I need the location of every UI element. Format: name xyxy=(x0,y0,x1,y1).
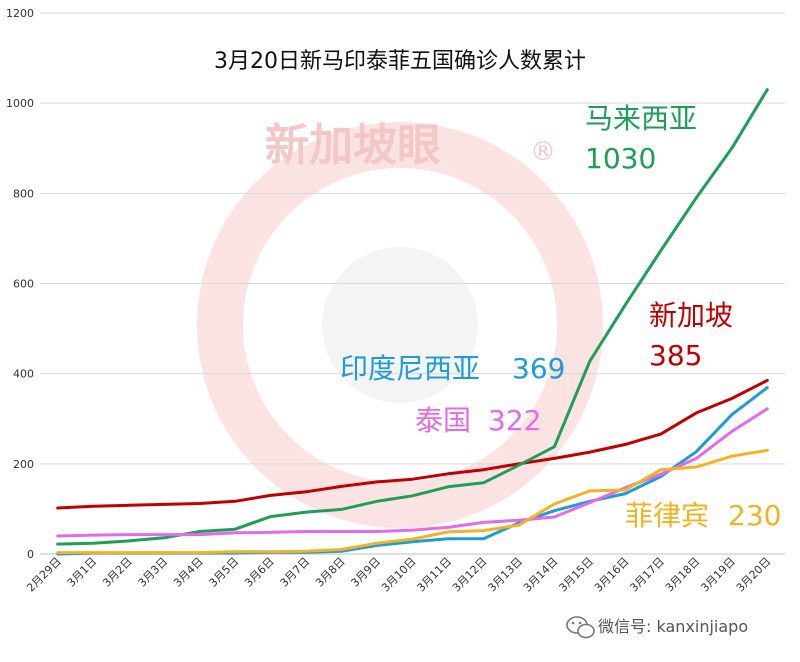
chart-title: 3月20日新马印泰菲五国确诊人数累计 xyxy=(214,49,586,74)
footer: 微信号: kanxinjiapo xyxy=(566,616,748,639)
y-tick-label: 0 xyxy=(27,548,34,561)
watermark-ring xyxy=(197,122,603,528)
y-axis: 0 200 400 600 800 1000 1200 xyxy=(6,7,34,561)
callout-malaysia: 马来西亚 1030 xyxy=(585,102,697,175)
x-tick-label: 3月2日 xyxy=(100,555,135,590)
x-tick-label: 3月6日 xyxy=(242,555,277,590)
y-tick-label: 1200 xyxy=(6,7,34,20)
callout-singapore: 新加坡 385 xyxy=(649,299,733,372)
series-line-4 xyxy=(56,448,769,555)
callout-indonesia: 印度尼西亚 369 xyxy=(340,352,565,385)
callout-indonesia-value: 369 xyxy=(512,352,565,385)
callout-malaysia-name: 马来西亚 xyxy=(585,102,697,135)
callout-thailand: 泰国 322 xyxy=(415,404,541,437)
series-lines xyxy=(56,88,769,556)
x-tick-label: 3月20日 xyxy=(734,555,774,595)
x-axis: 2月29日 3月1日 3月2日 3月3日 3月4日 3月5日 3月6日 3月7日 3月8日 3月9… xyxy=(24,553,785,595)
x-tick-label: 3月1日 xyxy=(65,555,100,590)
footer-wechat-id: 微信号: kanxinjiapo xyxy=(598,617,748,636)
callout-thailand-value: 322 xyxy=(488,404,541,437)
x-tick-label: 3月10日 xyxy=(379,555,419,595)
gridlines xyxy=(40,12,785,555)
callout-singapore-value: 385 xyxy=(649,339,702,372)
y-tick-label: 400 xyxy=(13,368,34,381)
x-tick-label: 3月14日 xyxy=(521,555,561,595)
series-line-3 xyxy=(56,407,769,538)
watermark-inner-disc xyxy=(322,247,478,403)
x-tick-label: 3月13日 xyxy=(485,555,525,595)
callout-philippines-value: 230 xyxy=(728,499,781,532)
x-tick-label: 3月18日 xyxy=(663,555,703,595)
x-tick-label: 3月3日 xyxy=(136,555,171,590)
callout-indonesia-name: 印度尼西亚 xyxy=(340,352,480,385)
y-tick-label: 1000 xyxy=(6,97,34,110)
x-tick-label: 3月5日 xyxy=(207,555,242,590)
y-tick-label: 600 xyxy=(13,278,34,291)
callout-thailand-name: 泰国 xyxy=(415,404,471,437)
callout-philippines-name: 菲律宾 xyxy=(625,499,709,532)
x-tick-label: 3月9日 xyxy=(348,555,383,590)
x-tick-label: 3月16日 xyxy=(592,555,632,595)
x-tick-label: 3月11日 xyxy=(414,555,454,595)
wechat-icon xyxy=(566,616,595,639)
y-tick-label: 800 xyxy=(13,187,34,200)
series-line-0 xyxy=(56,378,769,510)
watermark-registered-mark: ® xyxy=(530,137,556,167)
x-tick-label: 3月12日 xyxy=(450,555,490,595)
x-tick-label: 3月8日 xyxy=(313,555,348,590)
callout-philippines: 菲律宾 230 xyxy=(625,499,781,532)
x-tick-label: 3月15日 xyxy=(556,555,596,595)
watermark: 新加坡眼 ® xyxy=(197,120,603,528)
watermark-text: 新加坡眼 xyxy=(265,120,441,171)
x-tick-label: 3月4日 xyxy=(171,555,206,590)
x-tick-label: 3月7日 xyxy=(278,555,313,590)
callout-singapore-name: 新加坡 xyxy=(649,299,733,332)
x-tick-label: 3月17日 xyxy=(627,555,667,595)
y-tick-label: 200 xyxy=(13,458,34,471)
x-tick-label: 3月19日 xyxy=(698,555,738,595)
callout-malaysia-value: 1030 xyxy=(585,142,656,175)
